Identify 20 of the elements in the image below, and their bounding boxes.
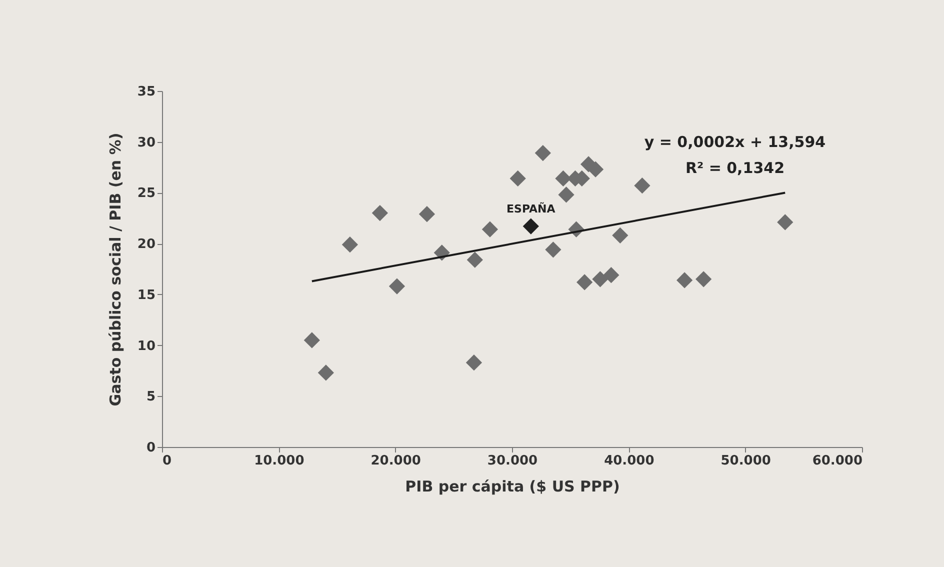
y-tick-label: 10: [137, 338, 156, 354]
y-tick-label: 0: [146, 440, 156, 456]
x-tick-label: 60.000: [812, 454, 862, 468]
annotation: y = 0,0002x + 13,594: [644, 133, 826, 151]
annotation: R² = 0,1342: [685, 159, 785, 177]
x-tick-label: 10.000: [254, 454, 304, 468]
y-tick-label: 30: [137, 135, 156, 150]
y-tick-label: 15: [137, 288, 156, 303]
y-tick-label: 20: [137, 237, 156, 252]
x-tick-label: 50.000: [720, 454, 771, 468]
series-label: ESPAÑA: [506, 201, 556, 216]
y-tick-label: 35: [137, 84, 156, 100]
x-tick-label: 20.000: [370, 454, 421, 468]
x-tick-label: 40.000: [604, 454, 654, 468]
x-tick-label: 0: [162, 454, 172, 468]
y-tick-label: 5: [146, 390, 156, 405]
x-axis-title: PIB per cápita ($ US PPP): [405, 478, 620, 496]
y-tick-label: 25: [137, 186, 156, 202]
x-tick-label: 30.000: [487, 454, 538, 468]
y-axis-title: Gasto público social / PIB (en %): [106, 132, 124, 406]
